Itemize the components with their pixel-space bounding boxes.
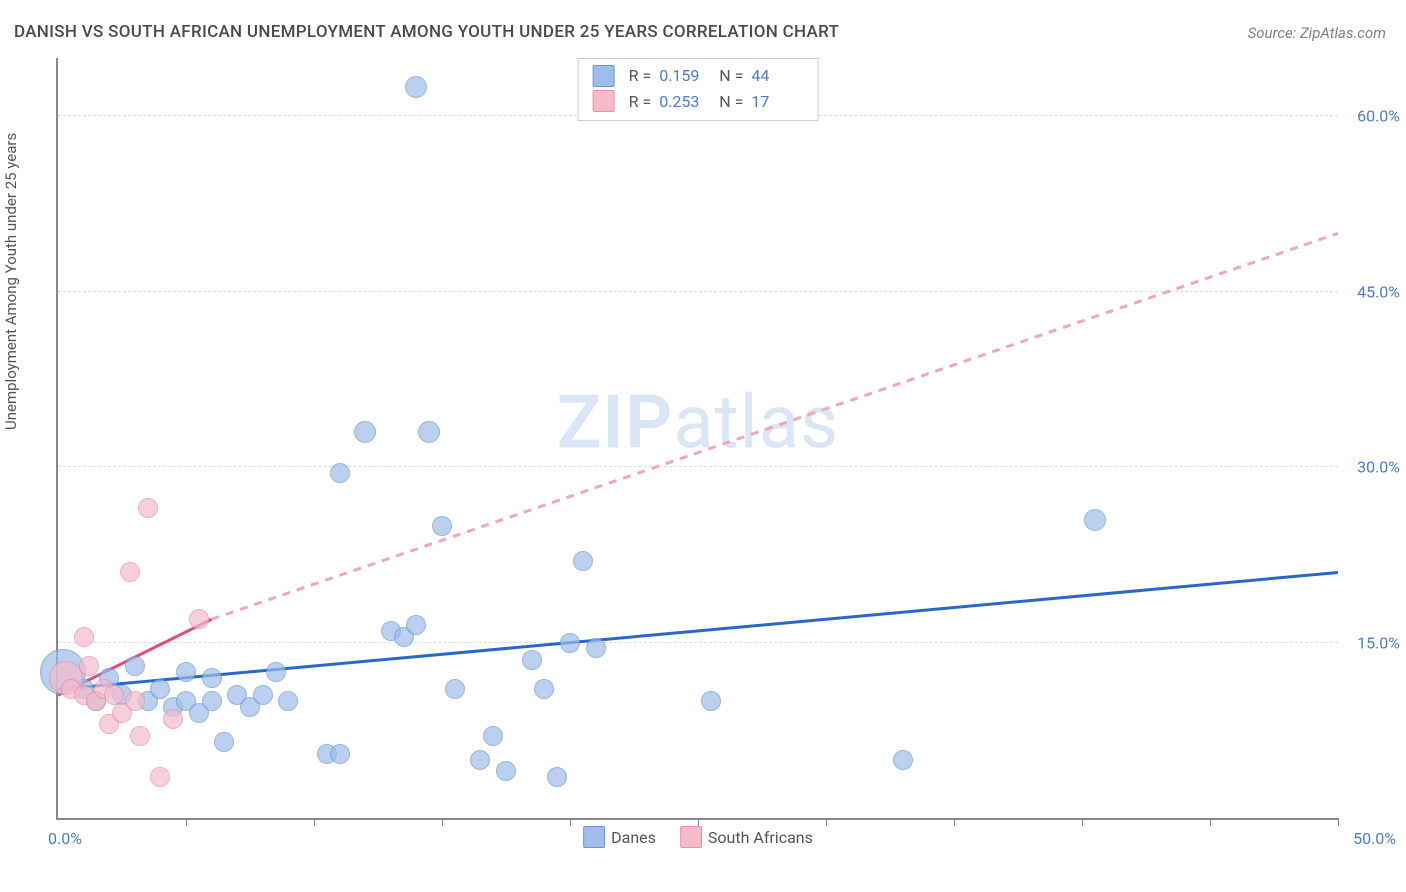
data-point [354, 421, 376, 443]
data-point [74, 627, 94, 647]
y-tick-label: 60.0% [1357, 107, 1400, 126]
watermark: ZIPatlas [557, 379, 839, 466]
chart-title: DANISH VS SOUTH AFRICAN UNEMPLOYMENT AMO… [14, 22, 839, 42]
legend-label-danes: Danes [611, 828, 656, 847]
legend-bottom: Danes South Africans [583, 826, 813, 848]
data-point [547, 767, 567, 787]
x-tick [570, 818, 571, 826]
stats-legend-box: R = 0.159 N = 44 R = 0.253 N = 17 [578, 58, 819, 121]
data-point [253, 685, 273, 705]
source-label: Source: ZipAtlas.com [1248, 24, 1386, 42]
data-point [1084, 509, 1106, 531]
stat-r-label: R = [629, 63, 652, 89]
data-point [406, 615, 426, 635]
plot-area: ZIPatlas 15.0%30.0%45.0%60.0% R = 0.159 … [56, 58, 1338, 820]
stat-n-sa: 17 [751, 89, 803, 115]
data-point [573, 551, 593, 571]
data-point [125, 656, 145, 676]
data-point [163, 709, 183, 729]
data-point [483, 726, 503, 746]
x-max-label: 50.0% [1353, 829, 1396, 848]
x-zero-label: 0.0% [48, 829, 82, 848]
stats-row-sa: R = 0.253 N = 17 [593, 89, 804, 115]
swatch-sa-icon [680, 826, 702, 848]
data-point [138, 498, 158, 518]
stat-n-label: N = [719, 89, 743, 115]
data-point [202, 668, 222, 688]
stat-r-label: R = [629, 89, 652, 115]
legend-label-sa: South Africans [708, 828, 813, 847]
data-point [586, 638, 606, 658]
x-tick [314, 818, 315, 826]
data-point [266, 662, 286, 682]
trend-line [58, 572, 1338, 689]
data-point [405, 76, 427, 98]
data-point [496, 761, 516, 781]
data-point [445, 679, 465, 699]
stat-r-sa: 0.253 [659, 89, 711, 115]
data-point [418, 421, 440, 443]
stats-row-danes: R = 0.159 N = 44 [593, 63, 804, 89]
data-point [522, 650, 542, 670]
data-point [125, 691, 145, 711]
x-tick [954, 818, 955, 826]
stat-n-danes: 44 [751, 63, 803, 89]
data-point [560, 633, 580, 653]
stat-r-danes: 0.159 [659, 63, 711, 89]
gridline: 15.0% [58, 642, 1338, 643]
y-tick-label: 30.0% [1357, 458, 1400, 477]
y-axis-label: Unemployment Among Youth under 25 years [2, 133, 20, 430]
data-point [534, 679, 554, 699]
x-tick [442, 818, 443, 826]
data-point [79, 656, 99, 676]
data-point [130, 726, 150, 746]
data-point [150, 767, 170, 787]
data-point [701, 691, 721, 711]
data-point [150, 679, 170, 699]
x-tick [1082, 818, 1083, 826]
swatch-danes-icon [583, 826, 605, 848]
data-point [432, 516, 452, 536]
data-point [214, 732, 234, 752]
data-point [470, 750, 490, 770]
gridline: 30.0% [58, 466, 1338, 467]
data-point [893, 750, 913, 770]
data-point [330, 744, 350, 764]
x-tick [826, 818, 827, 826]
x-tick [186, 818, 187, 826]
data-point [176, 662, 196, 682]
stat-n-label: N = [719, 63, 743, 89]
x-tick [1210, 818, 1211, 826]
legend-item-sa: South Africans [680, 826, 813, 848]
chart-container: DANISH VS SOUTH AFRICAN UNEMPLOYMENT AMO… [0, 0, 1406, 892]
x-tick [698, 818, 699, 826]
x-tick [1338, 818, 1339, 826]
data-point [202, 691, 222, 711]
gridline: 45.0% [58, 291, 1338, 292]
y-tick-label: 15.0% [1357, 633, 1400, 652]
data-point [330, 463, 350, 483]
swatch-danes-icon [593, 65, 615, 87]
y-tick-label: 45.0% [1357, 282, 1400, 301]
swatch-sa-icon [593, 90, 615, 112]
data-point [120, 562, 140, 582]
data-point [189, 609, 209, 629]
legend-item-danes: Danes [583, 826, 656, 848]
data-point [278, 691, 298, 711]
